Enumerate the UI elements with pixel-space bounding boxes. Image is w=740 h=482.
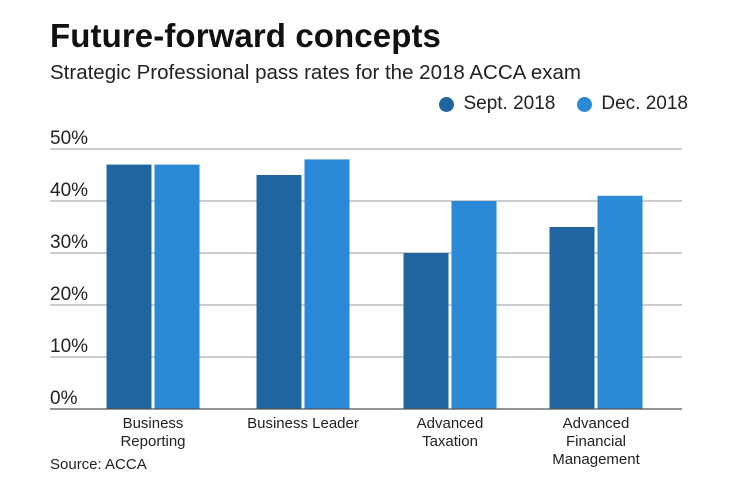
legend-swatch-dec [577,96,593,112]
x-tick-label: Business Reporting [120,415,185,450]
chart-legend: Sept. 2018 Dec. 2018 [439,93,688,115]
legend-swatch-sept [439,96,455,112]
source-note: Source: ACCA [50,456,147,473]
legend-label-dec: Dec. 2018 [601,93,688,114]
bar-sept-2018 [549,227,595,409]
bar-dec-2018 [597,195,643,409]
legend-item-dec: Dec. 2018 [577,93,688,115]
x-tick-label-line: Reporting [120,433,185,450]
legend-item-sept: Sept. 2018 [439,93,555,115]
x-tick-label-line: Business Leader [247,415,359,432]
x-tick-label: Advanced Financial Management [552,415,640,468]
bar-sept-2018 [106,164,152,409]
y-tick-label: 40% [50,180,88,201]
y-tick-label: 50% [50,128,88,149]
bar-dec-2018 [154,164,200,409]
x-tick-label-line: Advanced [417,415,484,432]
chart-title: Future-forward concepts [50,17,442,54]
y-tick-label: 20% [50,284,88,305]
y-tick-label: 0% [50,388,78,409]
bar-sept-2018 [403,253,449,409]
chart-subtitle: Strategic Professional pass rates for th… [50,61,581,84]
x-tick-label-line: Advanced [563,415,630,432]
x-tick-label-line: Management [552,451,640,468]
y-tick-label: 10% [50,336,88,357]
bar-dec-2018 [304,159,350,409]
x-tick-label-line: Financial [566,433,626,450]
y-tick-label: 30% [50,232,88,253]
x-tick-label-line: Taxation [422,433,478,450]
bar-sept-2018 [256,175,302,409]
bar-dec-2018 [451,201,497,409]
x-tick-label-line: Business [123,415,184,432]
x-tick-label: Business Leader [247,415,359,432]
x-tick-label: Advanced Taxation [417,415,484,450]
legend-label-sept: Sept. 2018 [463,93,556,114]
